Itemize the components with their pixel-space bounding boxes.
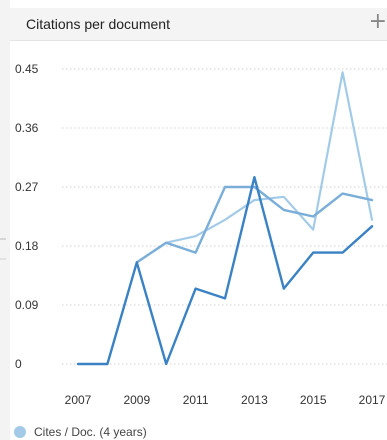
y-tick-label: 0.18 bbox=[15, 239, 39, 253]
x-tick-label: 2015 bbox=[300, 393, 327, 407]
y-tick-label: 0.27 bbox=[15, 180, 39, 194]
y-tick-label: 0.45 bbox=[15, 62, 39, 76]
left-edge bbox=[0, 0, 10, 440]
edge-marker bbox=[0, 238, 6, 240]
series-line-1 bbox=[135, 71, 374, 264]
x-tick-label: 2013 bbox=[241, 393, 268, 407]
panel-header: Citations per document + bbox=[10, 8, 387, 41]
x-tick-label: 2011 bbox=[183, 393, 209, 407]
plus-icon[interactable]: + bbox=[368, 9, 387, 34]
legend-label: Cites / Doc. (4 years) bbox=[34, 425, 147, 439]
x-tick-label: 2007 bbox=[65, 393, 92, 407]
x-tick-label: 2017 bbox=[359, 393, 386, 407]
y-tick-label: 0 bbox=[15, 357, 22, 371]
edge-marker bbox=[0, 258, 6, 260]
y-tick-label: 0.36 bbox=[15, 121, 39, 135]
panel-title: Citations per document bbox=[26, 16, 170, 32]
series-line-3 bbox=[76, 175, 374, 366]
series-line-2 bbox=[135, 185, 374, 264]
legend-swatch bbox=[14, 426, 26, 438]
x-tick-label: 2009 bbox=[123, 393, 150, 407]
y-tick-label: 0.09 bbox=[15, 298, 39, 312]
